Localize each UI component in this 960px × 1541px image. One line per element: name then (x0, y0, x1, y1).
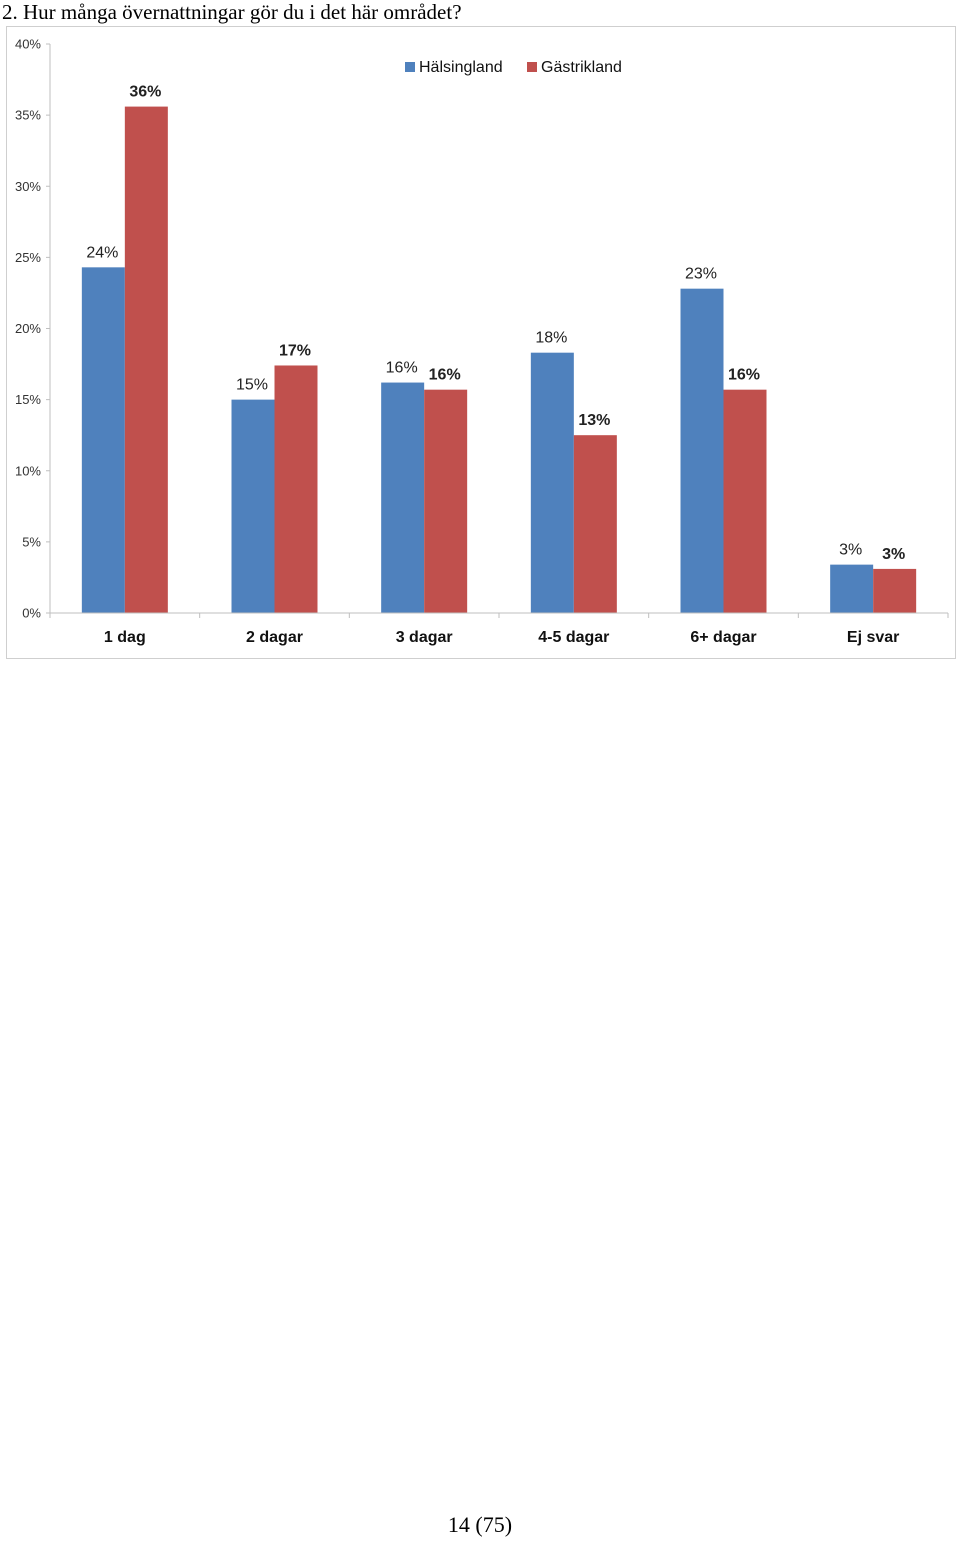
data-label: 16% (386, 360, 418, 377)
bar-halsingland (231, 399, 275, 613)
bar-gastrikland (124, 106, 168, 613)
y-tick-label: 15% (15, 392, 41, 407)
category-label: 6+ dagar (690, 629, 756, 646)
category-label: 1 dag (104, 629, 146, 646)
category-label: 2 dagar (246, 629, 303, 646)
y-tick-label: 35% (15, 108, 41, 123)
data-label: 3% (882, 546, 905, 563)
data-label: 23% (685, 266, 717, 283)
bar-gastrikland (723, 389, 767, 613)
data-label: 36% (129, 84, 161, 101)
legend-label: Hälsingland (419, 59, 503, 76)
bar-gastrikland (424, 389, 468, 613)
data-label: 3% (839, 542, 862, 559)
data-label: 24% (86, 244, 118, 261)
category-label: Ej svar (847, 629, 899, 646)
bar-halsingland (81, 267, 125, 613)
data-label: 17% (279, 342, 311, 359)
category-label: 3 dagar (396, 629, 453, 646)
legend-swatch (527, 62, 537, 72)
y-tick-label: 30% (15, 179, 41, 194)
bar-gastrikland (573, 435, 617, 613)
question-title: 2. Hur många övernattningar gör du i det… (2, 0, 462, 24)
y-tick-label: 25% (15, 250, 41, 265)
y-tick-label: 20% (15, 321, 41, 336)
data-label: 18% (535, 330, 567, 347)
data-label: 16% (728, 367, 760, 384)
legend-label: Gästrikland (541, 59, 622, 76)
data-label: 13% (578, 412, 610, 429)
y-tick-label: 5% (22, 534, 41, 549)
category-label: 4-5 dagar (538, 629, 609, 646)
bar-chart: 0% 5% 10% 15% 20% 25% 30% 35% 40% 24% 15% 16% 18% 23%… (15, 37, 949, 646)
page-number: 14 (75) (447, 1512, 513, 1537)
y-tick-label: 10% (15, 463, 41, 478)
y-tick-label: 0% (22, 606, 41, 621)
data-label: 15% (236, 377, 268, 394)
bar-halsingland (830, 564, 874, 613)
data-label: 16% (429, 367, 461, 384)
bar-halsingland (680, 288, 724, 613)
bar-halsingland (381, 382, 425, 613)
legend-swatch (405, 62, 415, 72)
bar-halsingland (530, 352, 574, 613)
bar-gastrikland (873, 568, 917, 613)
y-tick-label: 40% (15, 37, 41, 52)
bar-gastrikland (274, 365, 318, 613)
